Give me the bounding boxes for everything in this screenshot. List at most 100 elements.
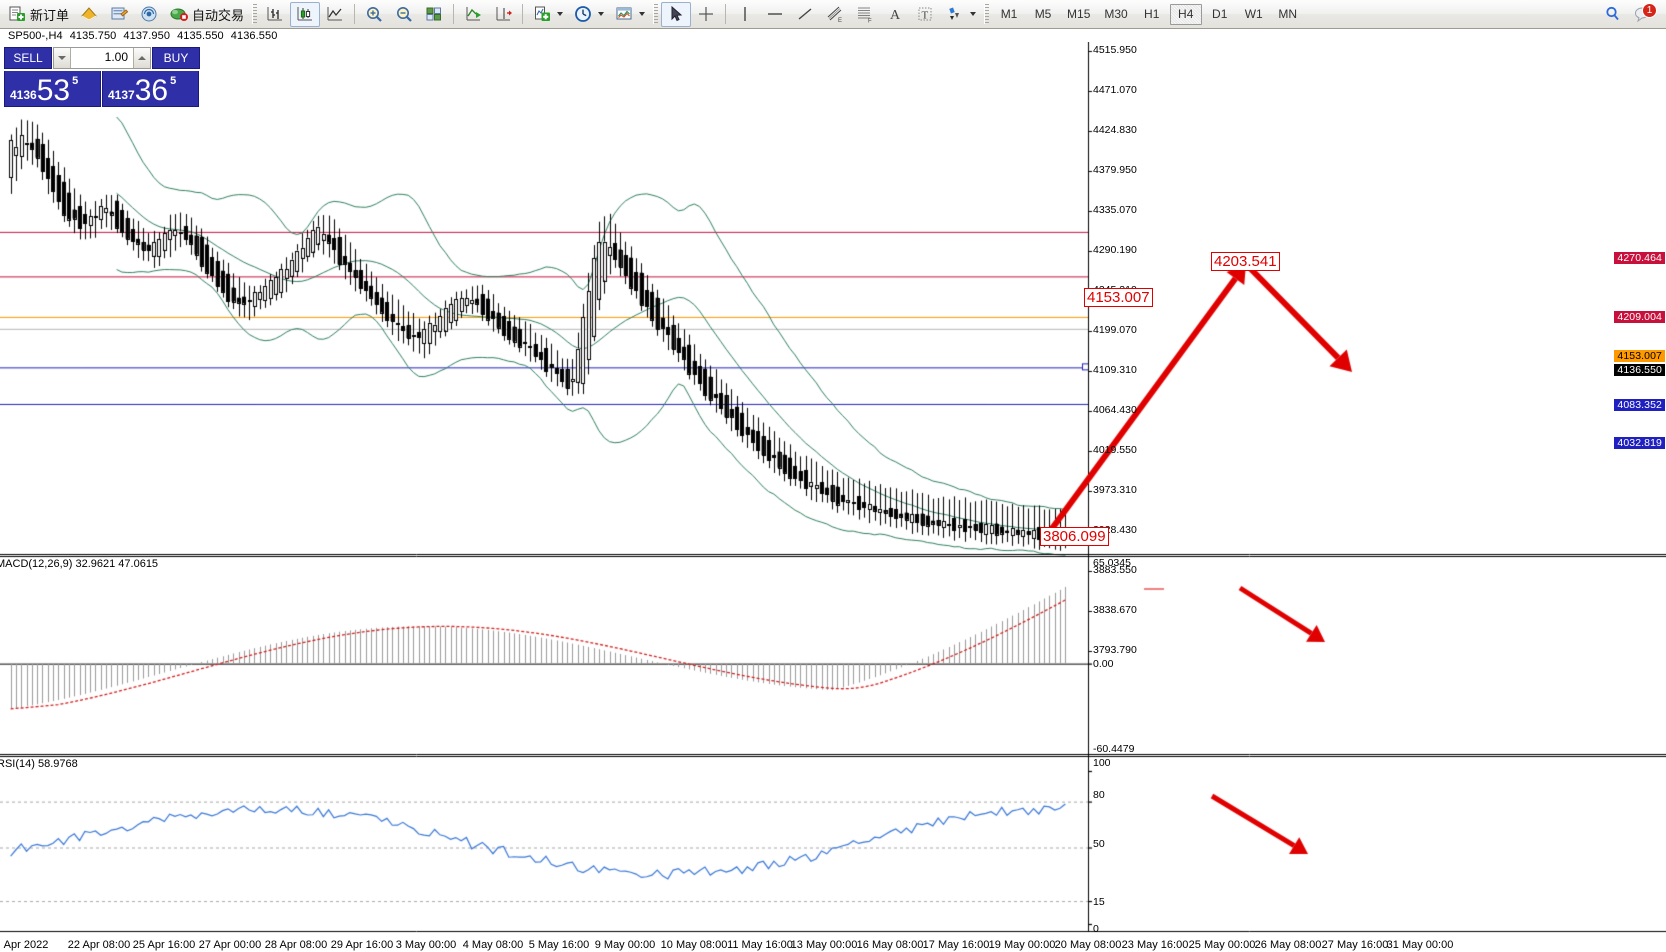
price-tag-support-1[interactable]: 4083.352 bbox=[1614, 399, 1665, 411]
shift-chart-button[interactable] bbox=[458, 2, 488, 27]
price-tick-2: 4424.830 bbox=[1093, 124, 1137, 136]
arrows-caret-icon[interactable] bbox=[970, 12, 977, 16]
fibonacci-button[interactable]: F bbox=[850, 2, 880, 27]
time-label-7: 4 May 08:00 bbox=[462, 939, 524, 951]
time-label-1: 22 Apr 08:00 bbox=[67, 939, 131, 951]
market-button[interactable] bbox=[104, 2, 134, 27]
timeframe-mn[interactable]: MN bbox=[1278, 7, 1298, 21]
time-label-13: 16 May 08:00 bbox=[856, 939, 924, 951]
timeframe-m30[interactable]: M30 bbox=[1104, 7, 1128, 21]
ohlc-close: 4136.550 bbox=[230, 30, 278, 42]
crosshair-icon bbox=[696, 4, 716, 24]
timeframe-h1[interactable]: H1 bbox=[1144, 7, 1160, 21]
timeframe-w1[interactable]: W1 bbox=[1244, 7, 1263, 21]
candlestick-chart-button[interactable] bbox=[290, 1, 321, 27]
horizontal-line-button[interactable] bbox=[760, 2, 790, 27]
new-order-button[interactable]: 新订单 bbox=[2, 2, 74, 27]
price-tag-resistance-1[interactable]: 4270.464 bbox=[1614, 252, 1665, 264]
volume-stepper[interactable]: 1.00 bbox=[53, 47, 151, 69]
trendline-icon bbox=[795, 4, 815, 24]
time-label-0: Apr 2022 bbox=[3, 939, 49, 951]
crosshair-button[interactable] bbox=[691, 2, 721, 27]
toolbar-grip-tools[interactable] bbox=[653, 4, 659, 24]
equidistant-channel-button[interactable]: E bbox=[820, 2, 850, 27]
volume-increment-button[interactable] bbox=[133, 48, 150, 68]
timeframe-m1[interactable]: M1 bbox=[1000, 7, 1018, 21]
vps-button[interactable] bbox=[134, 2, 164, 27]
ohlc-high: 4137.950 bbox=[123, 30, 171, 42]
tile-windows-icon bbox=[424, 4, 444, 24]
text-object-icon: T bbox=[915, 4, 935, 24]
bar-chart-button[interactable] bbox=[260, 2, 290, 27]
annotation-swing-high[interactable]: 4203.541 bbox=[1211, 252, 1280, 271]
add-indicator-icon bbox=[532, 4, 552, 24]
signals-button[interactable] bbox=[74, 2, 104, 27]
autoscroll-icon bbox=[493, 4, 513, 24]
cursor-button[interactable] bbox=[661, 1, 692, 27]
search-button[interactable] bbox=[1598, 2, 1628, 27]
volume-decrement-button[interactable] bbox=[54, 48, 71, 68]
autoscroll-button[interactable] bbox=[488, 2, 518, 27]
notification-badge: 1 bbox=[1642, 2, 1657, 18]
annotation-level[interactable]: 4153.007 bbox=[1084, 288, 1153, 307]
templates-button[interactable] bbox=[609, 2, 650, 27]
toolbar-grip-chart-types[interactable] bbox=[252, 4, 258, 24]
zoom-out-button[interactable] bbox=[389, 2, 419, 27]
fibonacci-icon: F bbox=[855, 4, 875, 24]
period-caret-icon[interactable] bbox=[598, 12, 605, 16]
time-label-21: 31 May 00:00 bbox=[1386, 939, 1454, 951]
price-tick-15: 3793.790 bbox=[1093, 644, 1137, 656]
text-object-button[interactable]: T bbox=[910, 2, 940, 27]
price-tag-ask[interactable]: 4153.007 bbox=[1614, 350, 1665, 362]
clock-icon bbox=[573, 4, 593, 24]
timeframe-m5[interactable]: M5 bbox=[1034, 7, 1052, 21]
trade-panel-header: SELL 1.00 BUY bbox=[4, 47, 200, 71]
price-tick-11: 3973.310 bbox=[1093, 484, 1137, 496]
time-label-19: 26 May 08:00 bbox=[1254, 939, 1322, 951]
volume-input[interactable]: 1.00 bbox=[71, 48, 133, 68]
chart-area[interactable]: 4203.541 4153.007 3806.099 MACD(12,26,9)… bbox=[0, 42, 1666, 952]
one-click-trading-panel[interactable]: SELL 1.00 BUY 4136 53 5 bbox=[4, 47, 200, 107]
buy-price-cell[interactable]: 4137 36 5 bbox=[102, 71, 199, 107]
macd-tick-2: -60.4479 bbox=[1093, 743, 1135, 755]
timeframe-h4[interactable]: H4 bbox=[1169, 3, 1202, 25]
tile-windows-button[interactable] bbox=[419, 2, 449, 27]
toolbar-grip-timeframes[interactable] bbox=[984, 4, 990, 24]
macd-indicator-label: MACD(12,26,9) 32.9621 47.0615 bbox=[0, 558, 159, 570]
horizontal-line-icon bbox=[765, 4, 785, 24]
trendline-button[interactable] bbox=[790, 2, 820, 27]
templates-caret-icon[interactable] bbox=[639, 12, 646, 16]
vertical-line-button[interactable] bbox=[730, 2, 760, 27]
trade-panel-prices: 4136 53 5 4137 36 5 bbox=[4, 71, 200, 107]
sell-button[interactable]: SELL bbox=[4, 47, 52, 69]
timeframe-d1[interactable]: D1 bbox=[1212, 7, 1228, 21]
price-tick-14: 3838.670 bbox=[1093, 604, 1137, 616]
timeframe-m15[interactable]: M15 bbox=[1067, 7, 1091, 21]
toolbar-separator-1 bbox=[354, 4, 356, 24]
annotation-swing-low[interactable]: 3806.099 bbox=[1040, 527, 1109, 546]
add-indicator-caret-icon[interactable] bbox=[557, 12, 564, 16]
buy-button[interactable]: BUY bbox=[152, 47, 200, 69]
signals-icon bbox=[79, 4, 99, 24]
macd-tick-1: 0.00 bbox=[1093, 658, 1114, 670]
new-order-icon bbox=[7, 4, 27, 24]
arrows-icon bbox=[945, 4, 965, 24]
zoom-out-icon bbox=[394, 4, 414, 24]
chart-canvas[interactable] bbox=[0, 42, 1666, 952]
price-tick-5: 4290.190 bbox=[1093, 244, 1137, 256]
period-button[interactable] bbox=[568, 2, 609, 27]
time-label-12: 13 May 00:00 bbox=[790, 939, 858, 951]
price-tick-13: 3883.550 bbox=[1093, 564, 1137, 576]
line-chart-button[interactable] bbox=[320, 2, 350, 27]
price-tag-resistance-2[interactable]: 4209.004 bbox=[1614, 311, 1665, 323]
cursor-icon bbox=[666, 4, 686, 24]
arrows-button[interactable] bbox=[940, 2, 981, 27]
autotrade-button[interactable]: 自动交易 bbox=[164, 2, 249, 27]
price-tag-bid[interactable]: 4136.550 bbox=[1614, 364, 1665, 376]
text-label-button[interactable]: A bbox=[880, 2, 910, 27]
add-indicator-button[interactable] bbox=[527, 2, 568, 27]
price-tag-support-2[interactable]: 4032.819 bbox=[1614, 437, 1665, 449]
notifications-button[interactable]: 1 bbox=[1628, 2, 1658, 27]
sell-price-cell[interactable]: 4136 53 5 bbox=[4, 71, 101, 107]
zoom-in-button[interactable] bbox=[359, 2, 389, 27]
